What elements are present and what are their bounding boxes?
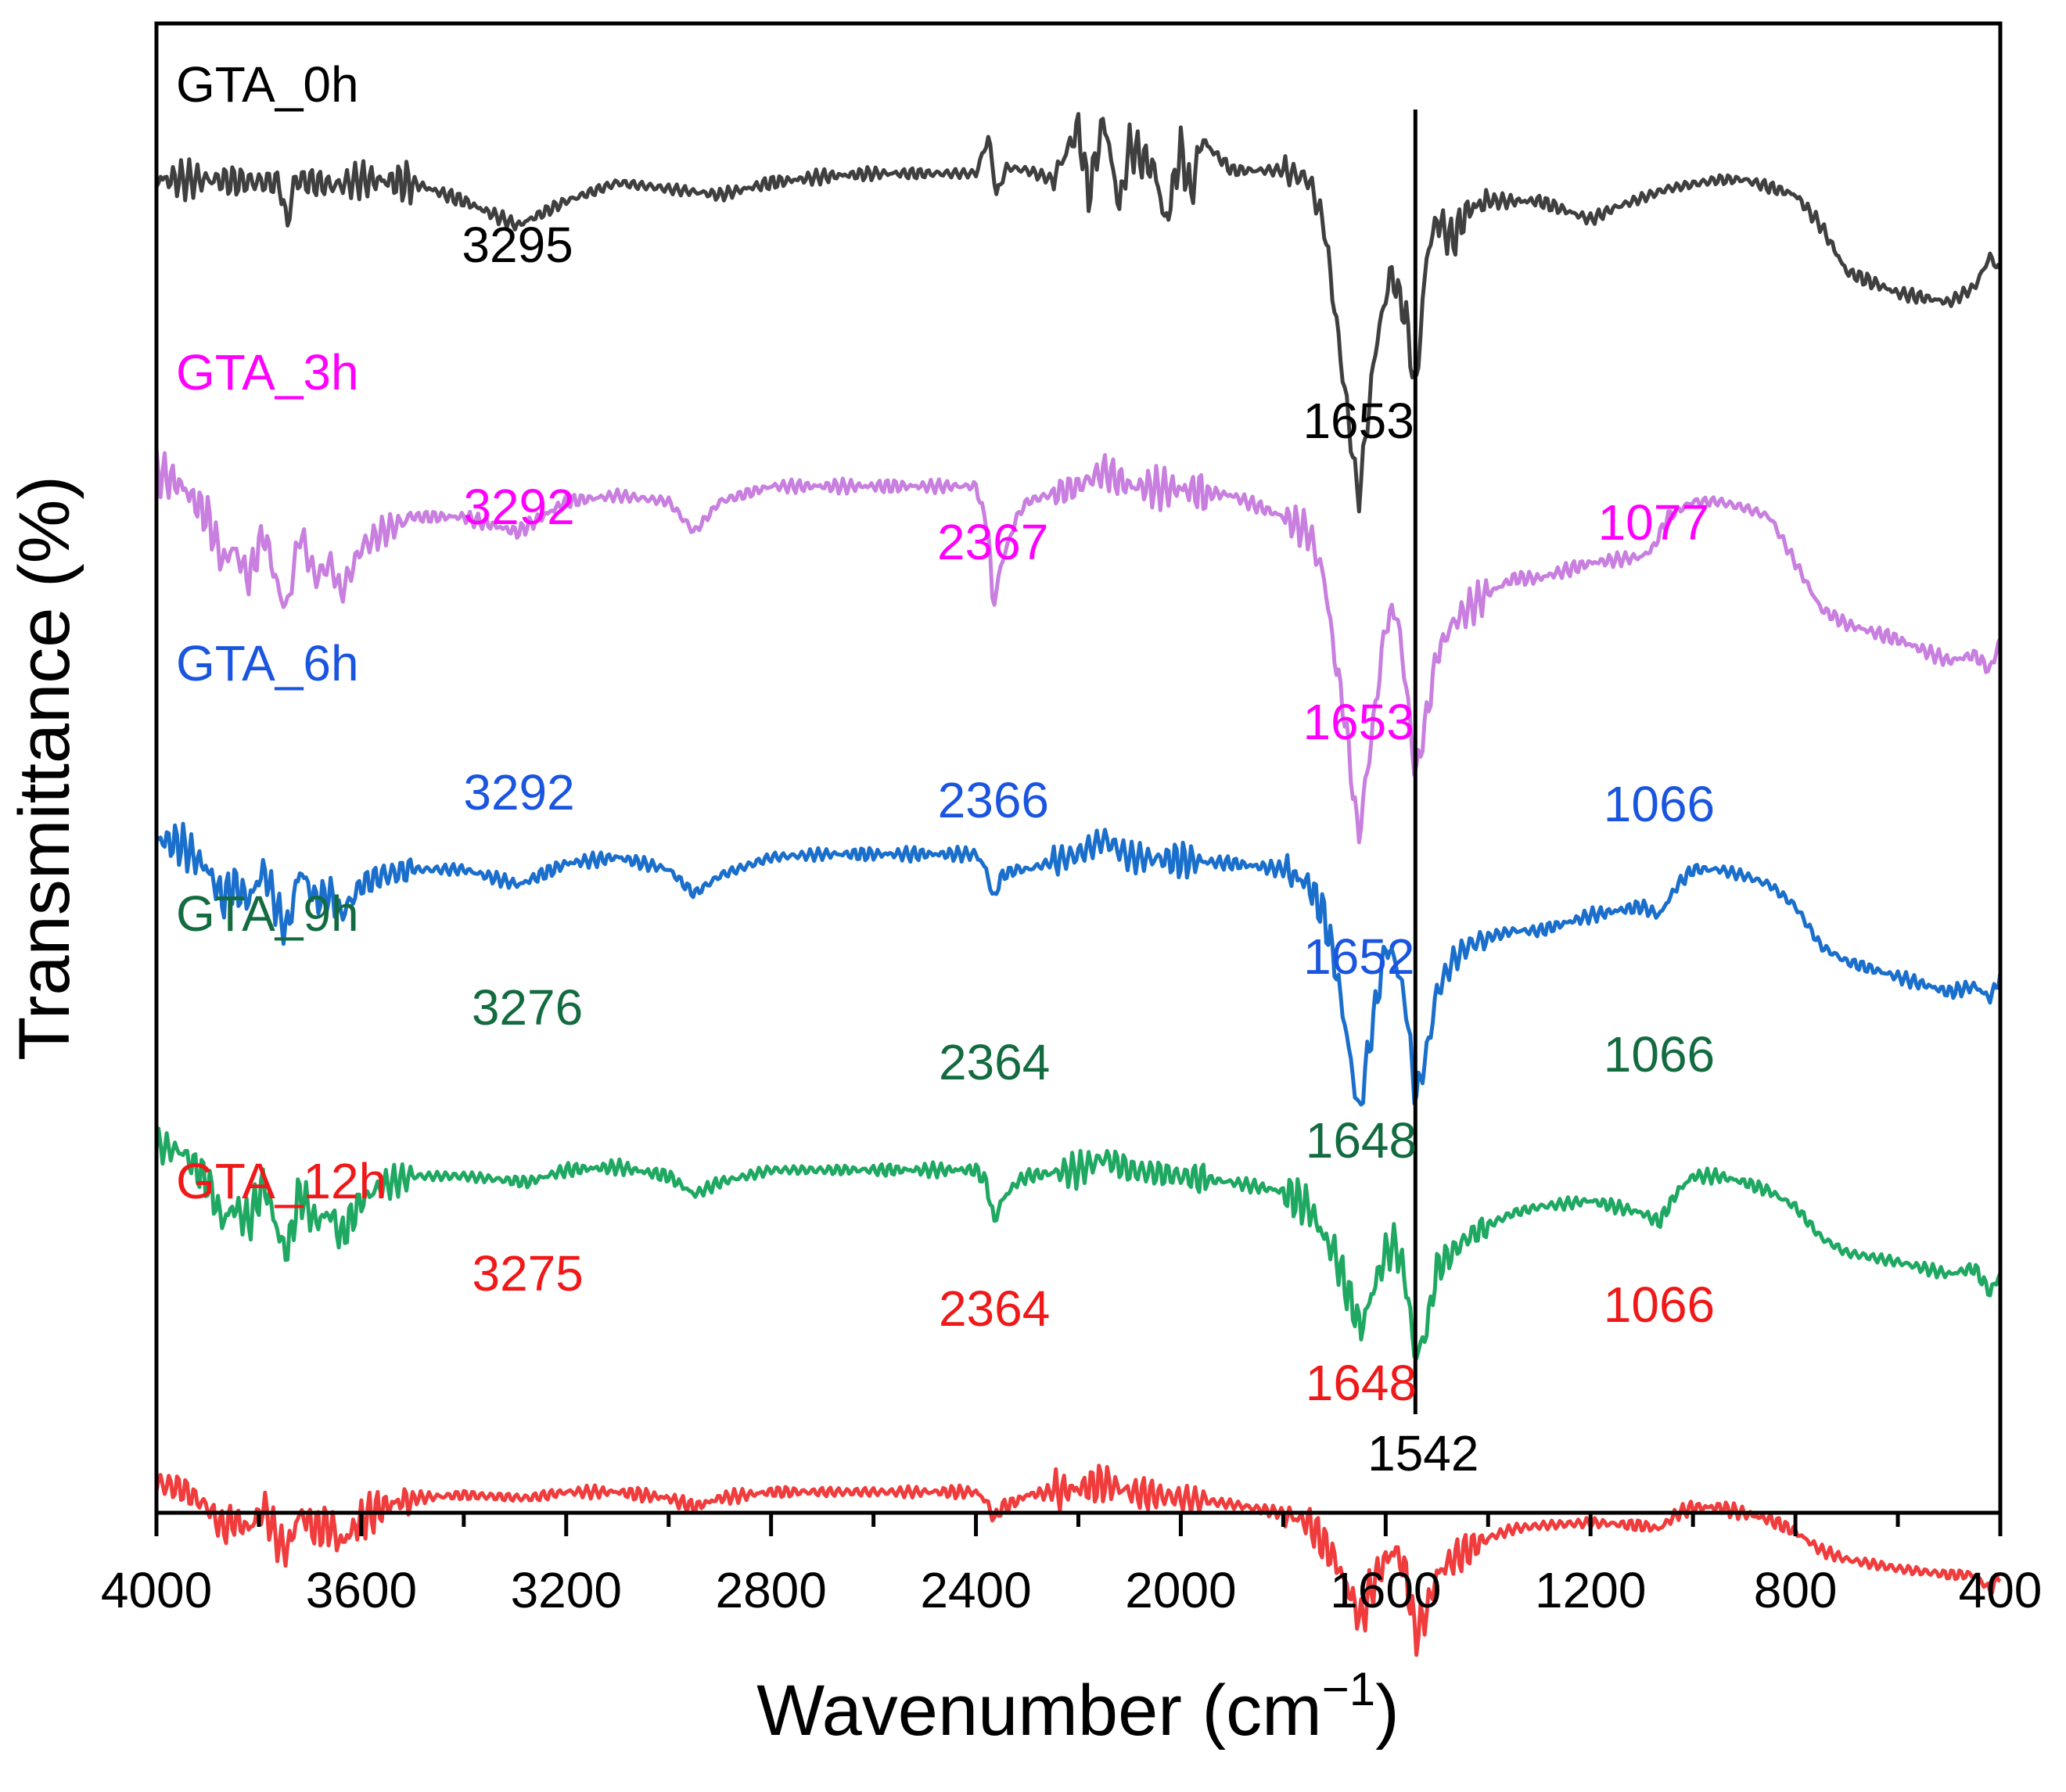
peak-label: 1653 (1302, 393, 1414, 449)
peak-label: 2367 (937, 514, 1048, 570)
peak-label: 3292 (463, 479, 574, 535)
peak-label: 1066 (1604, 1026, 1715, 1083)
x-tick-label: 400 (1959, 1562, 2043, 1618)
x-tick-label: 800 (1754, 1562, 1838, 1618)
series-line-GTA_9h (154, 1126, 2003, 1361)
series-name-label: GTA_0h (176, 56, 359, 113)
reference-line-label: 1542 (1367, 1425, 1479, 1481)
x-tick-label: 3600 (306, 1562, 417, 1618)
peak-label: 3276 (472, 979, 583, 1036)
peak-label: 1077 (1598, 494, 1709, 551)
peak-label: 3275 (472, 1245, 583, 1302)
series-name-label: GTA_9h (176, 885, 359, 942)
x-tick-label: 4000 (101, 1562, 212, 1618)
y-axis-label: Transmittance (%) (5, 476, 84, 1061)
peak-label: 1652 (1303, 928, 1414, 985)
x-axis-label-close: ) (1375, 1671, 1399, 1751)
x-axis-label-superscript: −1 (1322, 1663, 1375, 1715)
peak-label: 2366 (938, 772, 1049, 828)
peak-label: 1648 (1306, 1355, 1417, 1411)
peak-label: 3295 (462, 217, 573, 273)
x-axis-label-main: Wavenumber (cm (756, 1671, 1322, 1751)
peak-label: 2364 (939, 1280, 1050, 1337)
peak-label: 1653 (1302, 694, 1414, 750)
peak-label: 3292 (463, 764, 574, 821)
series-name-label: GTA_3h (176, 344, 359, 400)
x-tick-label: 3200 (511, 1562, 622, 1618)
series-layer (154, 112, 2003, 1657)
x-tick-label: 2000 (1125, 1562, 1236, 1618)
x-tick-label: 1600 (1330, 1562, 1441, 1618)
x-tick-label: 2800 (715, 1562, 826, 1618)
series-line-GTA_12h (154, 1463, 2002, 1657)
x-axis-label: Wavenumber (cm−1) (756, 1663, 1399, 1751)
series-line-GTA_3h (154, 447, 2003, 845)
series-name-label: GTA_12h (176, 1153, 386, 1209)
peak-label: 1066 (1604, 1277, 1715, 1333)
x-axis: 4000 3600 3200 2800 2400 2000 1600 1200 800 400 (101, 1513, 2043, 1618)
peak-label: 2364 (939, 1034, 1050, 1090)
x-tick-label: 1200 (1535, 1562, 1646, 1618)
peak-label: 1648 (1306, 1112, 1417, 1169)
x-tick-label: 2400 (920, 1562, 1031, 1618)
peak-label: 1066 (1604, 776, 1715, 832)
series-line-GTA_0h (154, 112, 2003, 514)
annotation-layer: GTA_0h 3295 1653 GTA_3h 3292 2367 1653 1077 GTA_… (176, 56, 1715, 1481)
series-line-GTA_6h (155, 821, 2003, 1107)
series-name-label: GTA_6h (176, 635, 359, 691)
